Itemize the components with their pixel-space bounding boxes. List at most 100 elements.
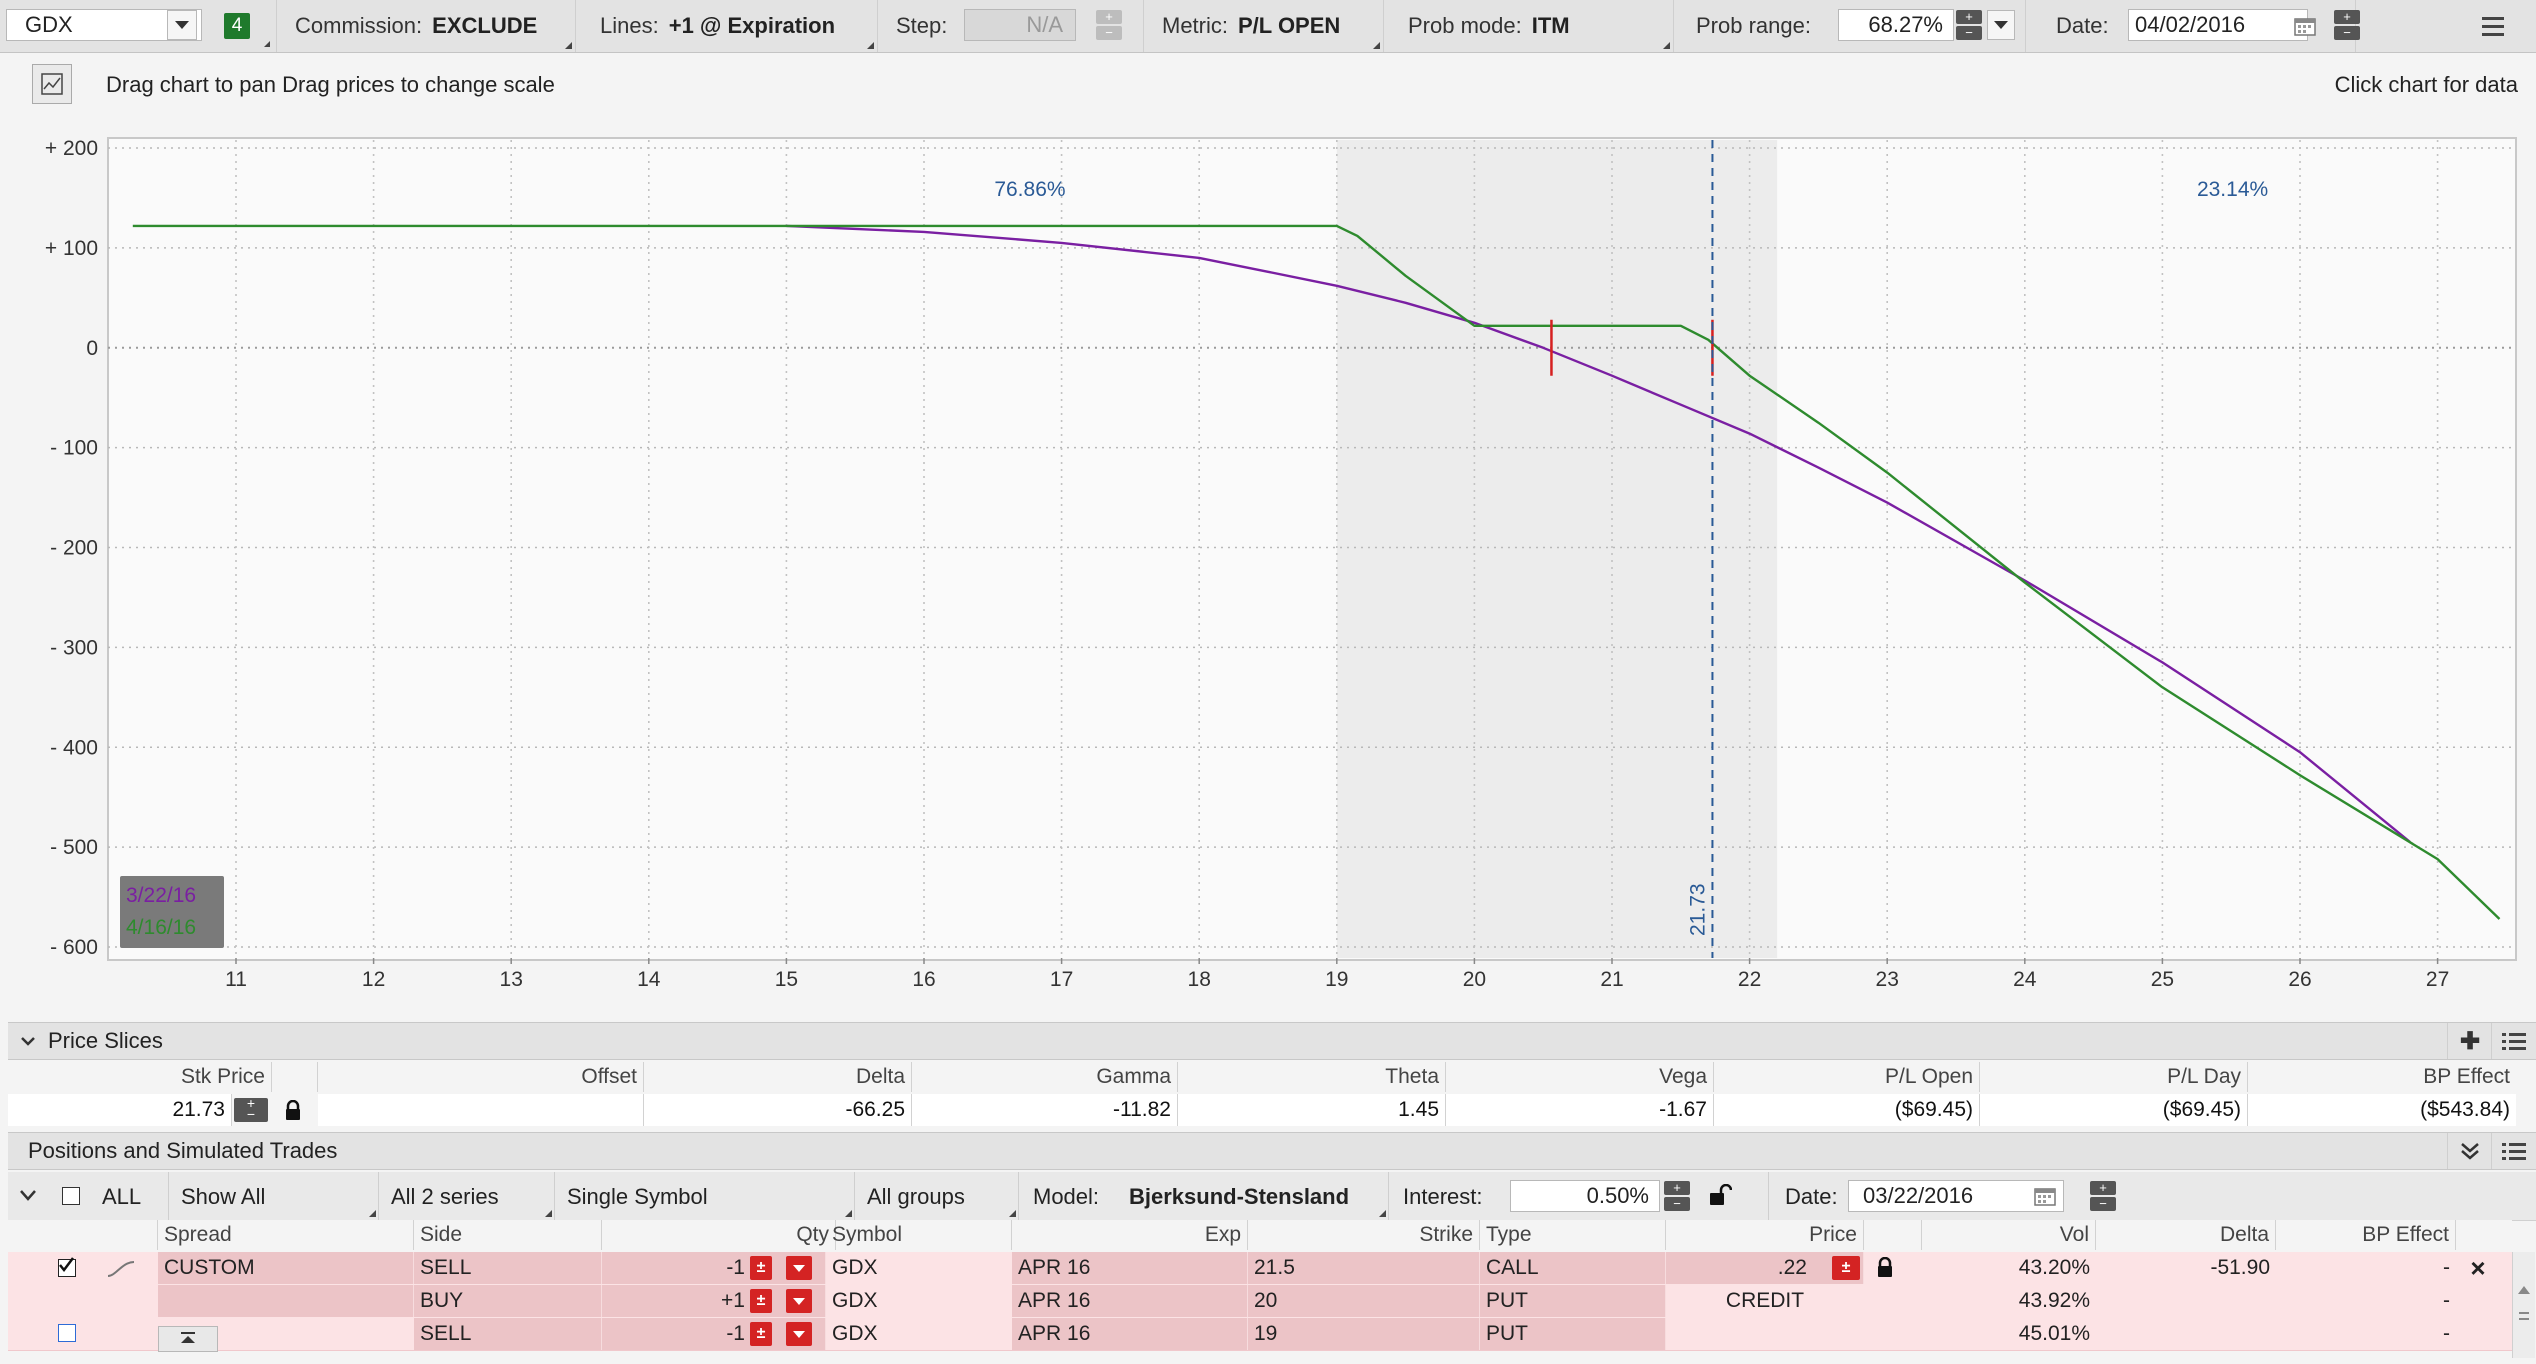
qty-stepper[interactable]: ± — [750, 1289, 772, 1313]
commission-selector[interactable]: Commission: EXCLUDE — [276, 0, 576, 52]
side-cell[interactable]: SELL — [414, 1318, 602, 1350]
toolbar: GDX 4 Commission: EXCLUDE Lines: +1 @ Ex… — [0, 0, 2536, 53]
lock-icon[interactable] — [1876, 1257, 1894, 1279]
corner-menu-icon — [1379, 1210, 1386, 1217]
interest-spinner[interactable]: + − — [1664, 1181, 1690, 1211]
strike-cell[interactable]: 21.5 — [1248, 1252, 1480, 1284]
price-slices-title: Price Slices — [48, 1028, 163, 1053]
step-input[interactable]: N/A — [964, 9, 1076, 41]
lines-label: Lines: — [600, 13, 659, 38]
date-value: 04/02/2016 — [2135, 12, 2246, 37]
sim-date-input[interactable]: 03/22/2016 — [1848, 1180, 2064, 1212]
price-cell[interactable]: .22 — [1666, 1252, 1864, 1284]
lock-icon[interactable] — [284, 1100, 302, 1122]
chevron-down-icon[interactable] — [18, 1188, 38, 1204]
side-cell[interactable]: SELL — [414, 1252, 602, 1284]
spread-cell[interactable] — [158, 1285, 414, 1317]
chart-type-button[interactable] — [32, 64, 72, 104]
unlock-icon[interactable] — [1708, 1184, 1732, 1208]
qty-stepper[interactable]: ± — [750, 1256, 772, 1280]
prob-range-input[interactable]: 68.27% — [1838, 9, 1954, 41]
qty-stepper[interactable]: ± — [750, 1322, 772, 1346]
position-row[interactable]: CUSTOM SELL -1 ± GDX APR 16 21.5 CALL .2… — [8, 1252, 2512, 1286]
slices-menu-button[interactable] — [2491, 1023, 2536, 1059]
stk-price-value[interactable]: 21.73 — [8, 1094, 232, 1126]
chevron-down-icon — [793, 1297, 805, 1305]
close-icon[interactable]: × — [2470, 1253, 2486, 1283]
interest-input[interactable]: 0.50% — [1510, 1180, 1660, 1212]
model-selector[interactable]: Model: Bjerksund-Stensland — [1018, 1172, 1389, 1220]
order-type-cell[interactable]: CREDIT — [1725, 1289, 1805, 1312]
prob-range-dropdown-button[interactable] — [1987, 10, 2015, 40]
row-checkbox[interactable] — [58, 1324, 76, 1342]
date-group: Date: — [2026, 0, 2356, 52]
prob-mode-selector[interactable]: Prob mode: ITM — [1384, 0, 1674, 52]
commission-value: EXCLUDE — [432, 13, 538, 38]
x-tick-label: 24 — [2013, 968, 2037, 991]
prob-range-group: Prob range: — [1674, 0, 2026, 52]
position-row[interactable]: SELL -1 ± GDX APR 16 19 PUT 45.01% - — [8, 1318, 2512, 1352]
spread-cell[interactable]: CUSTOM — [158, 1252, 414, 1284]
vol-cell: 45.01% — [2018, 1322, 2090, 1345]
add-slice-button[interactable]: ✚ — [2447, 1023, 2492, 1059]
qty-dropdown[interactable] — [786, 1289, 812, 1313]
prob-range-spinner[interactable]: + − — [1956, 10, 1982, 40]
collapse-all-button[interactable] — [2447, 1133, 2492, 1169]
positions-scrollbar[interactable] — [2512, 1252, 2535, 1358]
offset-value[interactable] — [318, 1094, 644, 1126]
scrollbar-arrows-icon — [2518, 1286, 2530, 1320]
metric-selector[interactable]: Metric: P/L OPEN — [1144, 0, 1384, 52]
sim-date-spinner[interactable]: + − — [2090, 1181, 2116, 1211]
date-input[interactable]: 04/02/2016 — [2128, 9, 2308, 41]
select-all-checkbox[interactable] — [62, 1187, 80, 1205]
type-cell[interactable]: CALL — [1480, 1252, 1666, 1284]
series-filter[interactable]: All 2 series — [378, 1172, 555, 1220]
qty-dropdown[interactable] — [786, 1322, 812, 1346]
type-cell[interactable]: PUT — [1480, 1285, 1666, 1317]
price-slices-header: Price Slices ✚ — [8, 1022, 2536, 1060]
step-spinner[interactable]: + − — [1096, 10, 1122, 40]
side-cell[interactable]: BUY — [414, 1285, 602, 1317]
y-tick-label: + 200 — [45, 137, 98, 160]
chevron-down-icon — [175, 21, 189, 29]
plus-icon: + — [2334, 10, 2360, 24]
exp-cell[interactable]: APR 16 — [1012, 1318, 1248, 1350]
chart-hint-text: Drag chart to pan Drag prices to change … — [106, 72, 555, 97]
x-tick-label: 26 — [2288, 968, 2311, 991]
step-label: Step: — [896, 13, 948, 38]
positions-menu-button[interactable] — [2491, 1133, 2536, 1169]
strike-cell[interactable]: 20 — [1248, 1285, 1480, 1317]
stk-price-spinner[interactable]: + − — [234, 1096, 268, 1122]
col-price: Price — [1666, 1220, 1864, 1250]
symbol-mode-filter[interactable]: Single Symbol — [554, 1172, 855, 1220]
chevron-down-icon[interactable] — [18, 1031, 38, 1051]
row-checkbox[interactable] — [58, 1257, 76, 1277]
collapse-button[interactable] — [158, 1326, 218, 1352]
calendar-icon[interactable] — [2294, 16, 2316, 36]
type-cell[interactable]: PUT — [1480, 1318, 1666, 1350]
show-filter[interactable]: Show All — [168, 1172, 379, 1220]
col-bp-effect: BP Effect — [2423, 1065, 2510, 1088]
lines-selector[interactable]: Lines: +1 @ Expiration — [576, 0, 878, 52]
spread-graph-icon[interactable] — [104, 1258, 138, 1280]
exp-cell[interactable]: APR 16 — [1012, 1285, 1248, 1317]
corner-menu-icon — [545, 1210, 552, 1217]
position-row[interactable]: BUY +1 ± GDX APR 16 20 PUT CREDIT 43.92%… — [8, 1285, 2512, 1319]
x-tick-label: 11 — [225, 968, 247, 991]
hamburger-menu-icon[interactable] — [2480, 14, 2506, 38]
x-tick-label: 19 — [1325, 968, 1348, 991]
col-spacer — [272, 1062, 318, 1092]
calendar-icon[interactable] — [2034, 1186, 2056, 1206]
legend-entry: 3/22/16 — [126, 884, 196, 907]
price-stepper[interactable]: ± — [1832, 1256, 1860, 1280]
groups-filter[interactable]: All groups — [854, 1172, 1019, 1220]
x-tick-label: 15 — [775, 968, 798, 991]
strike-cell[interactable]: 19 — [1248, 1318, 1480, 1350]
date-spinner[interactable]: + − — [2334, 10, 2360, 40]
link-group-badge[interactable]: 4 — [224, 13, 250, 39]
delta-value: -66.25 — [644, 1094, 912, 1126]
symbol-dropdown-button[interactable] — [167, 10, 197, 40]
qty-dropdown[interactable] — [786, 1256, 812, 1280]
exp-cell[interactable]: APR 16 — [1012, 1252, 1248, 1284]
risk-profile-chart[interactable]: + 200 + 100 0 - 100 - 200 - 300 - 400 - 500 - 60… — [0, 124, 2536, 1004]
